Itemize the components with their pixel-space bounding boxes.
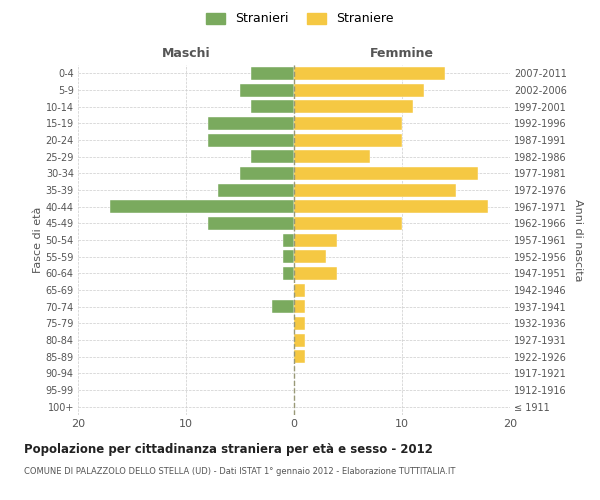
Bar: [283, 250, 294, 263]
Bar: [251, 67, 294, 80]
Bar: [294, 284, 305, 296]
Bar: [294, 100, 413, 113]
Text: Popolazione per cittadinanza straniera per età e sesso - 2012: Popolazione per cittadinanza straniera p…: [24, 442, 433, 456]
Bar: [283, 267, 294, 280]
Bar: [294, 250, 326, 263]
Bar: [283, 234, 294, 246]
Bar: [294, 350, 305, 363]
Bar: [240, 167, 294, 180]
Bar: [294, 134, 402, 146]
Bar: [294, 317, 305, 330]
Bar: [294, 200, 488, 213]
Text: Maschi: Maschi: [161, 47, 211, 60]
Y-axis label: Fasce di età: Fasce di età: [32, 207, 43, 273]
Legend: Stranieri, Straniere: Stranieri, Straniere: [203, 8, 397, 29]
Bar: [294, 117, 402, 130]
Y-axis label: Anni di nascita: Anni di nascita: [572, 198, 583, 281]
Text: Femmine: Femmine: [370, 47, 434, 60]
Bar: [294, 267, 337, 280]
Text: COMUNE DI PALAZZOLO DELLO STELLA (UD) - Dati ISTAT 1° gennaio 2012 - Elaborazion: COMUNE DI PALAZZOLO DELLO STELLA (UD) - …: [24, 468, 455, 476]
Bar: [294, 167, 478, 180]
Bar: [272, 300, 294, 313]
Bar: [294, 234, 337, 246]
Bar: [294, 217, 402, 230]
Bar: [208, 117, 294, 130]
Bar: [208, 217, 294, 230]
Bar: [294, 184, 456, 196]
Bar: [294, 150, 370, 163]
Bar: [251, 100, 294, 113]
Bar: [208, 134, 294, 146]
Bar: [251, 150, 294, 163]
Bar: [294, 300, 305, 313]
Bar: [294, 84, 424, 96]
Bar: [110, 200, 294, 213]
Bar: [240, 84, 294, 96]
Bar: [218, 184, 294, 196]
Bar: [294, 334, 305, 346]
Bar: [294, 67, 445, 80]
